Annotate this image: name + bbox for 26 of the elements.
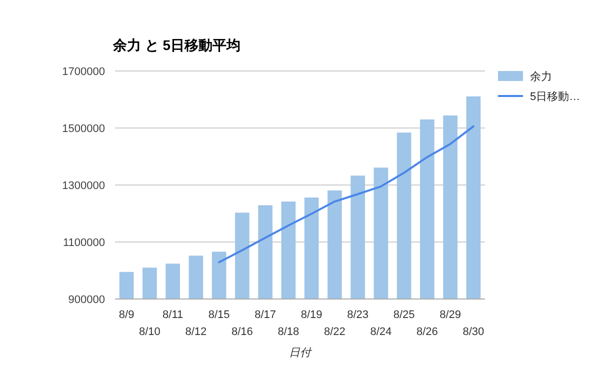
y-tick-label: 1700000 (62, 66, 105, 78)
x-tick-label: 8/15 (208, 309, 230, 321)
line-series (218, 125, 474, 264)
legend-label: 余力 (530, 70, 552, 83)
x-axis-title: 日付 (289, 347, 313, 359)
x-tick-label: 8/26 (416, 326, 438, 338)
x-tick-label: 8/23 (347, 309, 369, 321)
x-tick-label: 8/30 (462, 326, 484, 338)
x-tick-label: 8/9 (118, 309, 134, 321)
x-tick-label: 8/22 (324, 326, 346, 338)
x-tick-label: 8/29 (440, 309, 462, 321)
y-tick-label: 1300000 (62, 180, 105, 192)
x-tick-label: 8/24 (370, 326, 392, 338)
chart-title: 余力 と 5日移動平均 (112, 37, 241, 53)
y-tick-label: 900000 (68, 294, 105, 306)
x-tick-label: 8/16 (231, 326, 253, 338)
x-tick-label: 8/17 (254, 309, 276, 321)
x-tick-label: 8/25 (393, 309, 415, 321)
x-tick-label: 8/10 (138, 326, 160, 338)
y-tick-label: 1100000 (62, 237, 105, 249)
legend-label: 5日移動… (530, 91, 580, 103)
x-tick-label: 8/18 (278, 326, 300, 338)
x-tick-label: 8/19 (300, 309, 322, 321)
x-tick-label: 8/11 (162, 309, 184, 321)
y-tick-label: 1500000 (62, 123, 105, 135)
x-tick-label: 8/12 (185, 326, 207, 338)
